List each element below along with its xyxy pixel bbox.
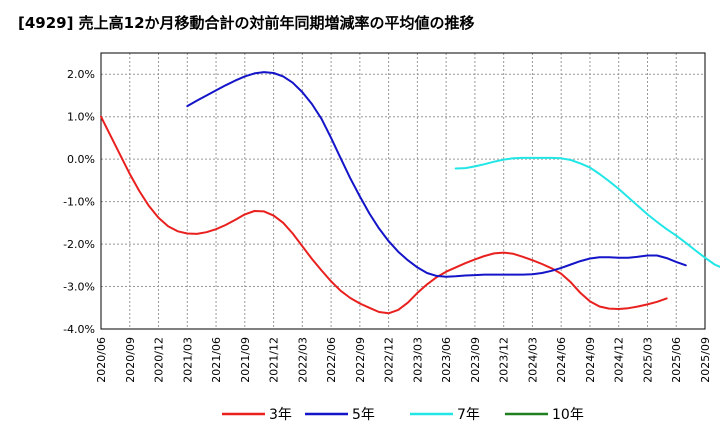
chart-title: [4929] 売上高12か月移動合計の対前年同期増減率の平均値の推移: [18, 14, 475, 32]
x-axis-ticks: 2020/06 2020/09 2020/12 2021/03 2021/06 2021/…: [95, 337, 712, 383]
y-tick-label: 0.0%: [67, 153, 95, 166]
x-tick-label: 2023/09: [469, 337, 482, 383]
x-tick-label: 2020/09: [124, 337, 137, 383]
y-tick-label: -3.0%: [63, 281, 95, 294]
legend: 3年 5年 7年 10年: [222, 407, 584, 423]
y-axis-ticks: 2.0% 1.0% 0.0% -1.0% -2.0% -3.0% -4.0%: [63, 68, 95, 336]
y-tick-label: -4.0%: [63, 323, 95, 336]
x-tick-label: 2021/12: [268, 337, 281, 383]
legend-label-10年: 10年: [552, 407, 584, 423]
x-tick-label: 2020/12: [153, 337, 166, 383]
x-tick-label: 2021/06: [210, 337, 223, 383]
x-tick-label: 2023/12: [498, 337, 511, 383]
grid-lines: [101, 53, 705, 330]
y-tick-label: -2.0%: [63, 238, 95, 251]
x-tick-label: 2025/06: [670, 337, 683, 383]
series-line-3年: [100, 115, 668, 315]
legend-label-7年: 7年: [457, 407, 480, 423]
plot-area-frame: [100, 52, 706, 330]
x-tick-label: 2022/12: [383, 337, 396, 383]
x-tick-label: 2024/03: [526, 337, 539, 383]
series-line-5年: [186, 71, 687, 278]
series-line-7年: [454, 156, 720, 268]
x-tick-label: 2024/06: [555, 337, 568, 383]
x-tick-label: 2022/03: [296, 337, 309, 383]
legend-label-3年: 3年: [269, 407, 292, 423]
x-tick-label: 2021/09: [239, 337, 252, 383]
x-tick-label: 2023/03: [411, 337, 424, 383]
x-tick-label: 2025/03: [641, 337, 654, 383]
x-tick-label: 2022/09: [354, 337, 367, 383]
x-tick-label: 2024/12: [613, 337, 626, 383]
x-tick-label: 2022/06: [325, 337, 338, 383]
legend-label-5年: 5年: [352, 407, 375, 423]
series-lines: [100, 71, 720, 315]
x-tick-label: 2020/06: [95, 337, 108, 383]
y-tick-label: 1.0%: [67, 111, 95, 124]
x-tick-label: 2023/06: [440, 337, 453, 383]
y-tick-label: 2.0%: [67, 68, 95, 81]
x-tick-label: 2024/09: [584, 337, 597, 383]
x-tick-label: 2025/09: [699, 337, 712, 383]
y-tick-label: -1.0%: [63, 196, 95, 209]
x-tick-label: 2021/03: [181, 337, 194, 383]
